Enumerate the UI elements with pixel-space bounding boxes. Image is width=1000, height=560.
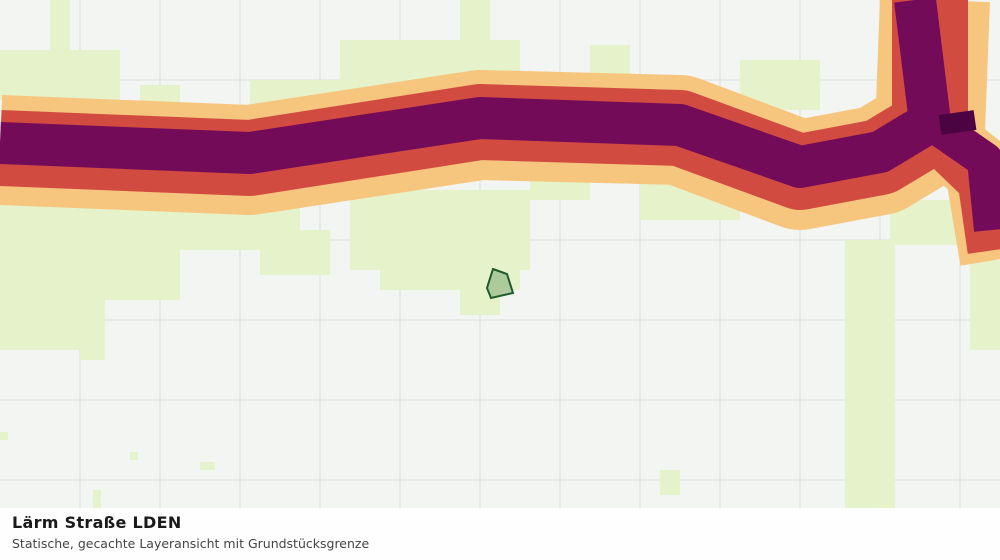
map-title: Lärm Straße LDEN bbox=[12, 513, 182, 532]
parcel-boundary[interactable] bbox=[485, 267, 515, 300]
map-subtitle: Statische, gecachte Layeransicht mit Gru… bbox=[12, 536, 370, 551]
caption: Lärm Straße LDEN Statische, gecachte Lay… bbox=[0, 508, 1000, 560]
noise-bands bbox=[0, 0, 1000, 266]
